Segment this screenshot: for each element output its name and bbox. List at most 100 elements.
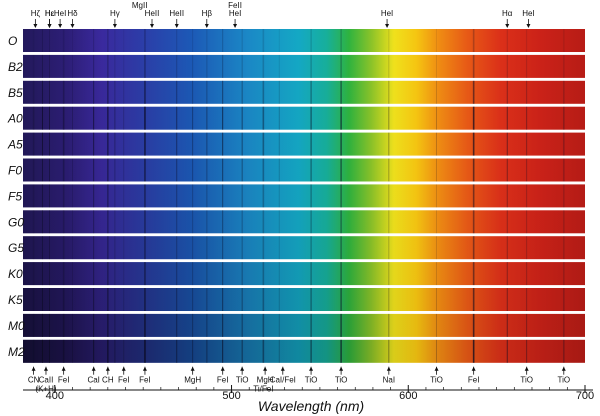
marker-arrow <box>233 24 238 28</box>
absorption-line <box>114 313 116 337</box>
absorption-line <box>41 288 43 311</box>
absorption-line <box>49 29 50 52</box>
absorption-line <box>241 313 243 337</box>
absorption-line <box>205 29 208 52</box>
absorption-line <box>506 184 508 208</box>
absorption-line <box>278 236 280 260</box>
absorption-line <box>340 158 342 182</box>
absorption-line <box>262 262 265 286</box>
absorption-line <box>472 288 475 311</box>
top-line-marker: Hζ <box>31 9 41 28</box>
absorption-line <box>506 236 508 260</box>
top-line-marker: Hγ <box>110 9 120 28</box>
absorption-line <box>241 29 243 52</box>
absorption-line <box>436 132 437 156</box>
absorption-line <box>310 262 312 286</box>
line-label: HeI <box>381 9 393 18</box>
absorption-line <box>436 184 437 208</box>
absorption-line <box>32 339 35 363</box>
absorption-line <box>107 54 109 78</box>
absorption-line <box>278 158 280 182</box>
bottom-line-marker: TiO <box>520 366 533 385</box>
line-label: HeI <box>54 9 66 18</box>
absorption-line <box>436 236 437 260</box>
line-label: Hε <box>45 9 55 18</box>
absorption-line <box>192 313 194 337</box>
band-shading <box>23 132 585 156</box>
bottom-line-marker: MgH <box>257 366 274 385</box>
absorption-line <box>278 313 280 337</box>
absorption-line <box>144 29 146 52</box>
absorption-line <box>526 339 528 363</box>
line-label: MgII <box>132 1 148 10</box>
absorption-line <box>472 29 475 52</box>
absorption-line <box>241 339 243 363</box>
absorption-line <box>32 184 35 208</box>
marker-arrow <box>280 366 285 371</box>
absorption-line <box>107 313 109 337</box>
absorption-line <box>262 339 265 363</box>
absorption-line <box>192 158 194 182</box>
line-label: Hζ <box>31 9 41 18</box>
absorption-line <box>262 236 265 260</box>
absorption-line <box>436 210 437 234</box>
absorption-line <box>526 29 528 52</box>
absorption-line <box>388 236 390 260</box>
absorption-line <box>107 262 109 286</box>
absorption-line <box>123 288 125 311</box>
absorption-line <box>506 313 508 337</box>
marker-arrow <box>240 366 245 371</box>
marker-arrow <box>471 366 476 371</box>
absorption-line <box>526 288 528 311</box>
absorption-line <box>340 54 342 78</box>
absorption-line <box>93 210 95 234</box>
bottom-line-marker: (K+H) <box>35 385 56 394</box>
absorption-line <box>72 184 73 208</box>
absorption-line <box>192 210 194 234</box>
absorption-line <box>144 54 146 78</box>
absorption-line <box>241 106 243 130</box>
absorption-line <box>205 106 208 130</box>
line-label: HeII <box>169 9 184 18</box>
top-line-marker: Hε <box>45 9 55 28</box>
absorption-line <box>144 262 146 286</box>
spectrum-row: G0 <box>8 210 585 234</box>
absorption-line <box>93 80 95 104</box>
absorption-line <box>62 288 65 311</box>
absorption-line <box>241 262 243 286</box>
absorption-line <box>176 262 178 286</box>
absorption-line <box>176 313 178 337</box>
spectrum-row: B5 <box>8 80 585 104</box>
absorption-line <box>506 54 508 78</box>
absorption-line <box>192 29 194 52</box>
absorption-line <box>72 313 73 337</box>
spectral-class-label: F5 <box>8 189 22 203</box>
absorption-line <box>310 158 312 182</box>
absorption-line <box>526 313 528 337</box>
line-label: Hα <box>502 9 513 18</box>
absorption-line <box>205 158 208 182</box>
absorption-line <box>526 158 528 182</box>
absorption-line <box>62 236 65 260</box>
absorption-line <box>205 262 208 286</box>
absorption-line <box>278 80 280 104</box>
absorption-line <box>62 184 65 208</box>
absorption-line <box>32 262 35 286</box>
absorption-line <box>241 236 243 260</box>
absorption-line <box>176 288 178 311</box>
absorption-line <box>176 339 178 363</box>
absorption-line <box>526 184 528 208</box>
absorption-line <box>107 132 109 156</box>
absorption-line <box>205 132 208 156</box>
absorption-line <box>114 184 116 208</box>
absorption-line <box>114 262 116 286</box>
absorption-line <box>340 80 342 104</box>
line-label: TiO <box>236 376 249 385</box>
absorption-line <box>562 288 565 311</box>
absorption-line <box>41 262 43 286</box>
absorption-line <box>107 158 109 182</box>
absorption-line <box>41 339 43 363</box>
marker-arrow <box>204 24 209 28</box>
absorption-line <box>562 80 565 104</box>
